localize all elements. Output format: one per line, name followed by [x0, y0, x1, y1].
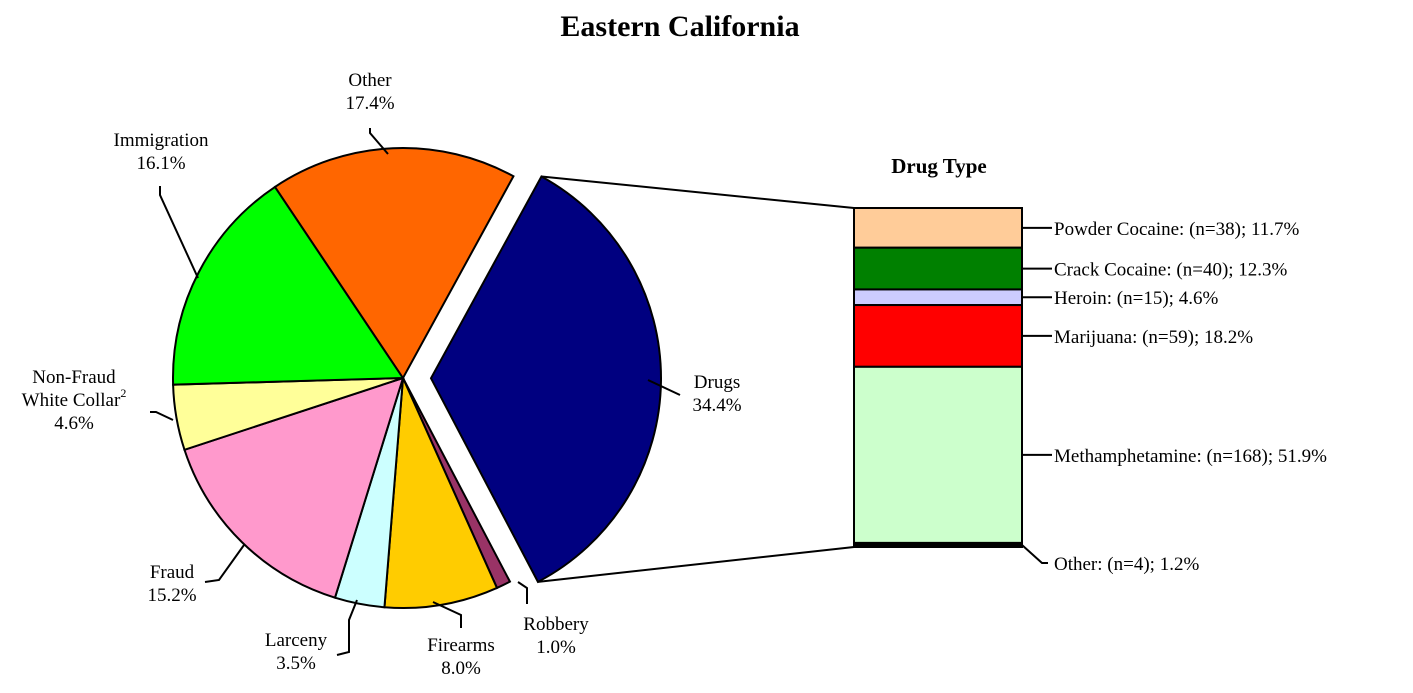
pie-label-immigration: Immigration 16.1%: [114, 130, 209, 174]
bar-label-marijuana: Marijuana: (n=59); 18.2%: [1054, 327, 1253, 348]
pie-slice-other: [273, 147, 515, 380]
bar-segment-powder-cocaine: [853, 207, 1023, 249]
bar-leader-line: [1021, 544, 1048, 564]
connector-top: [541, 175, 855, 209]
pie-chart: Drugs 34.4% Robbery 1.0% Firearms 8.0% Larceny…: [22, 70, 742, 679]
chart-title: Eastern California: [560, 10, 799, 43]
bar-label-crack-cocaine: Crack Cocaine: (n=40); 12.3%: [1054, 260, 1288, 281]
leader-line: [432, 601, 462, 628]
pie-slice-drugs: [429, 175, 662, 584]
bar-segment-other: [853, 541, 1023, 548]
drug-type-bar: [853, 207, 1023, 548]
pie-slice-firearms: [383, 377, 499, 609]
pie-label-robbery: Robbery 1.0%: [523, 614, 589, 658]
bar-segment-heroin: [853, 288, 1023, 307]
bar-segment-methamphetamine: [853, 365, 1023, 544]
leader-line: [204, 544, 245, 583]
bar-label-other: Other: (n=4); 1.2%: [1054, 554, 1199, 575]
leader-line: [369, 128, 389, 155]
pie-slice-immigration: [172, 185, 405, 386]
leader-line: [336, 599, 358, 656]
pie-label-fraud: Fraud 15.2%: [147, 562, 196, 606]
bar-segment-crack-cocaine: [853, 246, 1023, 291]
connector-bottom: [537, 546, 855, 583]
pie-label-drugs: Drugs 34.4%: [692, 372, 741, 416]
pie-label-larceny: Larceny 3.5%: [265, 630, 328, 674]
leader-line: [647, 379, 681, 396]
pie-to-bar-connectors: [537, 175, 855, 583]
pie-label-other: Other 17.4%: [345, 70, 394, 114]
pie-label-firearms: Firearms 8.0%: [427, 635, 495, 679]
bar-label-powder-cocaine: Powder Cocaine: (n=38); 11.7%: [1054, 219, 1300, 240]
leader-line: [159, 186, 199, 279]
pie-slice-fraud: [183, 376, 405, 599]
leader-line: [150, 411, 174, 421]
leader-line: [517, 581, 528, 604]
pie-label-non-fraud-white-collar: Non-Fraud White Collar2 4.6%: [22, 367, 127, 434]
bar-label-methamphetamine: Methamphetamine: (n=168); 51.9%: [1054, 446, 1327, 467]
drug-type-labels: Powder Cocaine: (n=38); 11.7% Crack Cocai…: [1021, 219, 1327, 575]
bar-label-heroin: Heroin: (n=15); 4.6%: [1054, 288, 1218, 309]
bar-segment-marijuana: [853, 304, 1023, 368]
breakdown-title: Drug Type: [891, 154, 986, 178]
